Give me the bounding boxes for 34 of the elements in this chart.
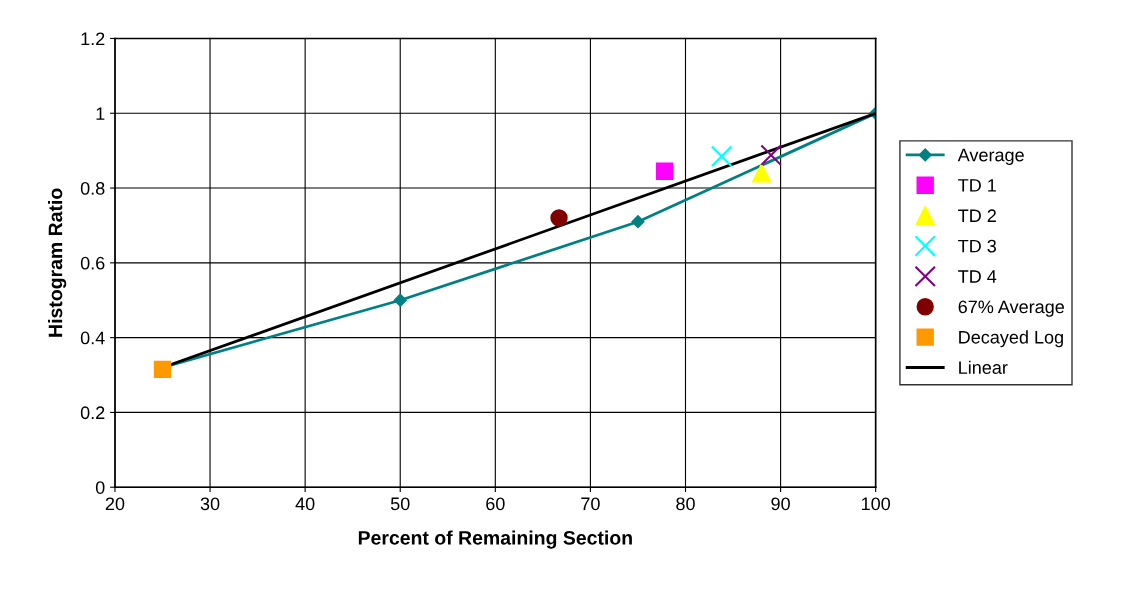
x-tick-label: 50 bbox=[390, 497, 410, 511]
y-tick-label: 1 bbox=[96, 107, 105, 120]
legend-label: Linear bbox=[959, 360, 1008, 374]
x-tick-label: 100 bbox=[861, 497, 891, 511]
legend-label: Decayed Log bbox=[959, 330, 1063, 348]
y-tick-label: 0.2 bbox=[80, 406, 105, 420]
x-tick-label: 60 bbox=[486, 497, 505, 511]
point bbox=[760, 144, 782, 166]
y-tick-label: 0.8 bbox=[80, 181, 105, 195]
y-axis-title: Histogram Ratio bbox=[48, 188, 67, 337]
legend-label: Average bbox=[957, 148, 1024, 165]
point bbox=[550, 209, 568, 227]
x-tick-label: 30 bbox=[200, 497, 220, 511]
legend-label: 67% Average bbox=[958, 300, 1064, 317]
legend-label: TD 2 bbox=[958, 209, 996, 222]
x-tick-label: 40 bbox=[295, 497, 315, 511]
point bbox=[393, 293, 407, 307]
y-tick-label: 0.6 bbox=[80, 256, 105, 270]
point bbox=[655, 162, 674, 180]
point bbox=[631, 215, 645, 229]
x-tick-label: 80 bbox=[676, 497, 695, 511]
point bbox=[153, 360, 172, 379]
point bbox=[752, 163, 771, 183]
point bbox=[710, 145, 733, 168]
legend-label: TD 3 bbox=[958, 239, 997, 253]
y-tick-label: 0 bbox=[95, 481, 105, 494]
y-tick-label: 0.4 bbox=[80, 331, 105, 345]
x-tick-label: 20 bbox=[105, 497, 125, 511]
x-tick-label: 90 bbox=[771, 497, 790, 511]
y-tick-label: 1.2 bbox=[81, 32, 105, 46]
x-tick-label: 70 bbox=[581, 497, 600, 511]
legend-label: TD 1 bbox=[958, 179, 996, 192]
legend-label: TD 4 bbox=[958, 270, 997, 283]
x-axis-title: Percent of Remaining Section bbox=[358, 530, 632, 549]
